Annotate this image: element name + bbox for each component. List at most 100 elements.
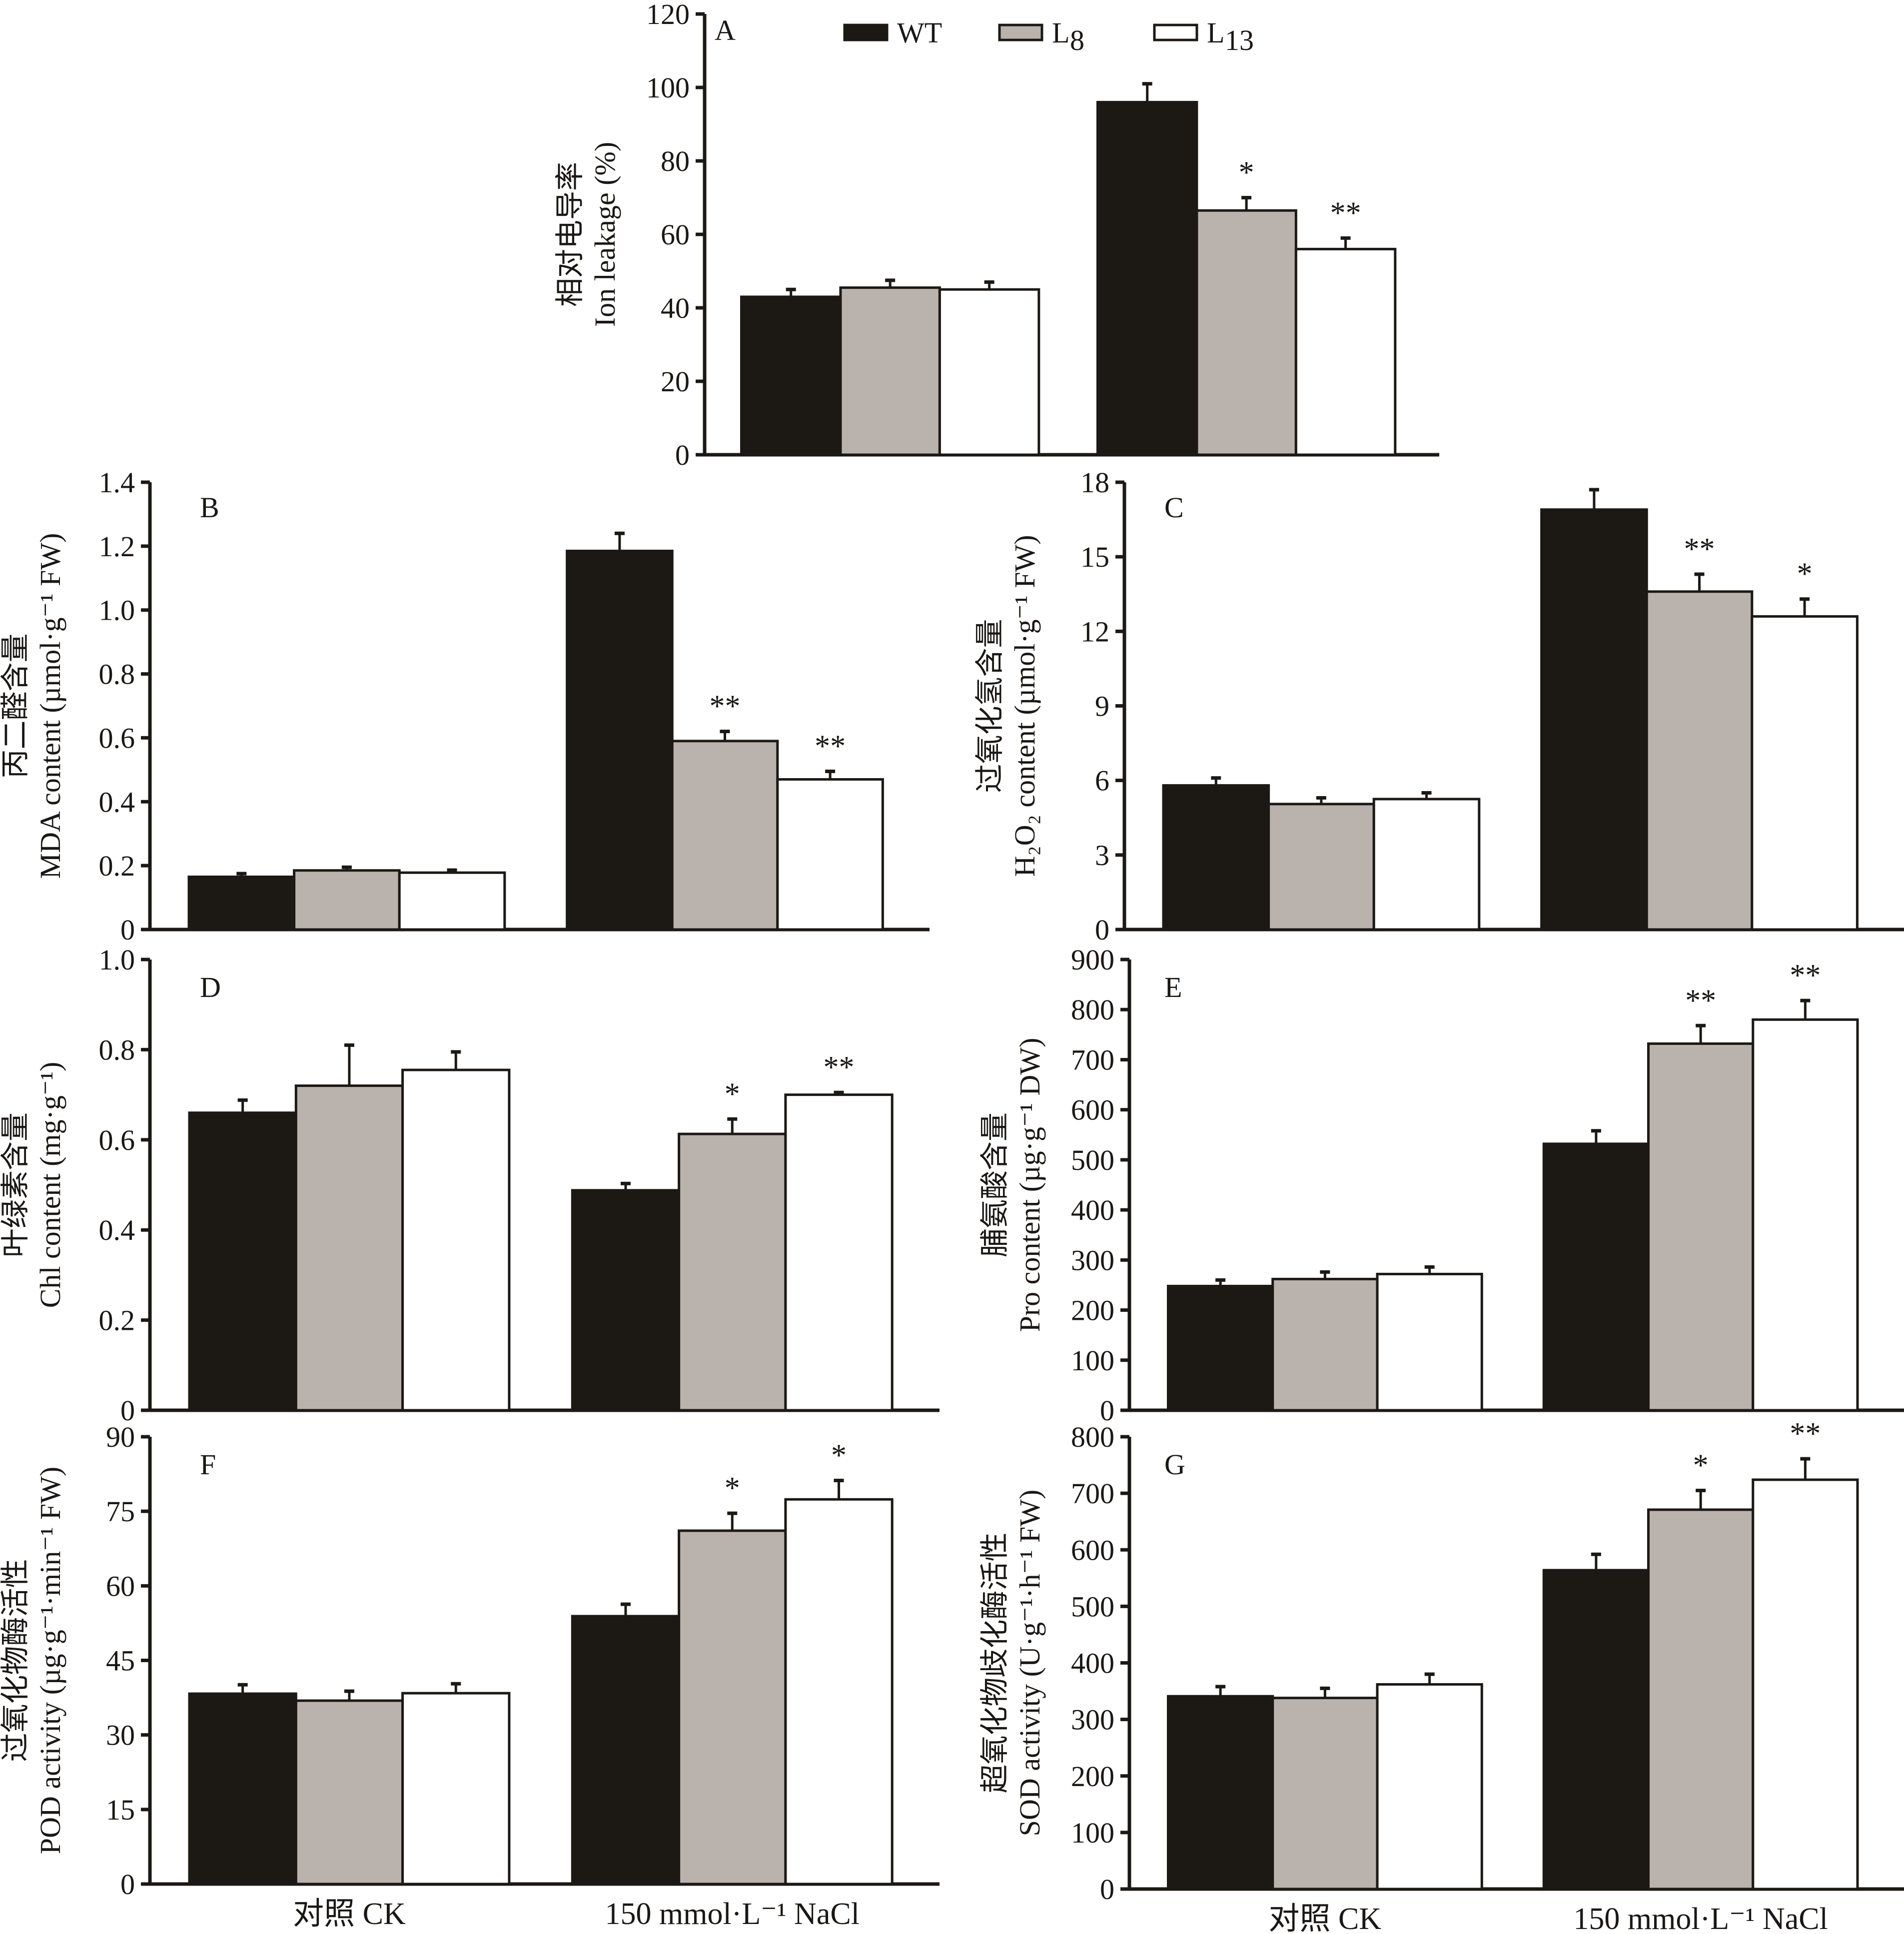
bar-wt bbox=[566, 549, 674, 931]
bar-wt bbox=[1542, 1142, 1650, 1412]
y-tick-label: 600 bbox=[1071, 1094, 1114, 1126]
y-tick-label: 900 bbox=[1071, 944, 1114, 976]
bar-wt bbox=[1167, 1695, 1274, 1891]
legend-swatch bbox=[998, 23, 1043, 41]
y-tick-label: 700 bbox=[1071, 1477, 1114, 1510]
significance-marker: ** bbox=[1790, 959, 1821, 992]
bar-l8 bbox=[839, 286, 941, 456]
bar-l8 bbox=[1271, 1697, 1379, 1891]
bar-l13 bbox=[784, 1093, 894, 1412]
y-tick-label: 0.8 bbox=[99, 658, 135, 691]
y-tick-label: 800 bbox=[1071, 993, 1114, 1026]
y-tick-label: 200 bbox=[1071, 1294, 1114, 1327]
bar-l8 bbox=[294, 1699, 404, 1886]
panel-letter: F bbox=[200, 1448, 216, 1481]
y-tick-label: 0.4 bbox=[99, 786, 135, 818]
legend-swatch bbox=[843, 23, 889, 41]
y-tick-label: 0 bbox=[675, 439, 690, 471]
bar-wt bbox=[187, 876, 296, 931]
y-tick-label: 600 bbox=[1071, 1534, 1114, 1566]
bar-l8 bbox=[671, 740, 779, 931]
legend: WT L 8 L 13 bbox=[843, 16, 1254, 56]
significance-marker: ** bbox=[1330, 196, 1361, 230]
bar-l8 bbox=[293, 869, 401, 931]
legend-label: L bbox=[1052, 16, 1069, 49]
y-tick-label: 12 bbox=[1080, 615, 1109, 648]
bar-l8 bbox=[1647, 1508, 1755, 1891]
x-category-label: 150 mmol·L⁻¹ NaCl bbox=[1573, 1902, 1828, 1934]
y-tick-label: 60 bbox=[661, 218, 690, 251]
y-tick-label: 300 bbox=[1071, 1244, 1114, 1276]
y-tick-label: 100 bbox=[646, 71, 690, 104]
y-tick-label: 6 bbox=[1095, 765, 1109, 797]
bar-l13 bbox=[1372, 798, 1481, 931]
bar-wt bbox=[1096, 100, 1198, 456]
y-axis-label-cn: 超氧化物歧化酶活性 bbox=[978, 1532, 1011, 1793]
significance-marker: ** bbox=[1790, 1417, 1821, 1451]
bar-l13 bbox=[401, 1068, 511, 1412]
x-category-label: 150 mmol·L⁻¹ NaCl bbox=[605, 1897, 860, 1931]
legend-label: L bbox=[1207, 16, 1224, 49]
significance-marker: * bbox=[725, 1471, 740, 1505]
panel-letter: D bbox=[200, 971, 221, 1003]
y-tick-label: 500 bbox=[1071, 1590, 1114, 1623]
legend-label: WT bbox=[897, 16, 942, 49]
y-tick-label: 0 bbox=[120, 1394, 135, 1427]
bar-l13 bbox=[1376, 1683, 1483, 1891]
panel-d: 0 0.2 0.4 0.6 0.8 1.0 D 叶绿素含量 Chl content (mg·g⁻… bbox=[0, 944, 940, 1427]
y-tick-label: 700 bbox=[1071, 1043, 1114, 1076]
bar-l13 bbox=[784, 1498, 894, 1886]
y-axis-label-en: Ion leakage (%) bbox=[589, 142, 621, 327]
x-category-label: 对照 CK bbox=[293, 1897, 406, 1931]
y-axis-label-en: H₂O₂ content (µmol·g⁻¹ FW) bbox=[1008, 535, 1041, 877]
y-tick-label: 60 bbox=[106, 1570, 135, 1602]
y-tick-label: 100 bbox=[1071, 1817, 1114, 1849]
y-tick-label: 0 bbox=[120, 914, 135, 946]
bar-l8 bbox=[1267, 803, 1375, 931]
y-tick-label: 0.6 bbox=[99, 1124, 135, 1156]
panel-letter: B bbox=[200, 491, 219, 524]
panel-e: 0 100 200 300 400 500 600 700 800 900 E 脯氨酸含量 Pro co… bbox=[978, 944, 1904, 1427]
bar-l8 bbox=[1271, 1277, 1379, 1412]
y-tick-label: 0.8 bbox=[99, 1033, 135, 1066]
y-axis-label-cn: 相对电导率 bbox=[554, 162, 586, 307]
y-axis-label-cn: 过氧化物酶活性 bbox=[0, 1559, 31, 1762]
bar-l8 bbox=[1645, 590, 1754, 931]
y-tick-label: 1.0 bbox=[99, 944, 135, 976]
bar-wt bbox=[188, 1111, 297, 1412]
significance-marker: ** bbox=[710, 690, 741, 724]
legend-item-wt: WT bbox=[843, 16, 942, 49]
y-tick-label: 120 bbox=[646, 0, 690, 30]
y-axis-label-en: Pro content (µg·g⁻¹ DW) bbox=[1013, 1038, 1046, 1332]
y-tick-label: 300 bbox=[1071, 1704, 1114, 1736]
panel-letter: E bbox=[1164, 971, 1182, 1003]
legend-subscript: 13 bbox=[1225, 24, 1254, 56]
y-axis-label-cn: 过氧化氢含量 bbox=[973, 619, 1006, 793]
y-tick-label: 3 bbox=[1095, 839, 1109, 872]
bar-wt bbox=[1540, 508, 1648, 931]
bar-l13 bbox=[776, 778, 884, 931]
y-axis-label-en: SOD activity (U·g⁻¹·h⁻¹ FW) bbox=[1013, 1490, 1046, 1837]
significance-marker: * bbox=[1797, 557, 1813, 591]
bar-l8 bbox=[1647, 1042, 1755, 1412]
bar-wt bbox=[1542, 1569, 1650, 1891]
y-tick-label: 800 bbox=[1071, 1421, 1114, 1453]
legend-swatch bbox=[1153, 23, 1198, 41]
bar-l13 bbox=[1752, 1018, 1859, 1412]
y-tick-label: 0.6 bbox=[99, 722, 135, 754]
y-tick-label: 0 bbox=[1100, 1873, 1114, 1906]
y-tick-label: 40 bbox=[661, 292, 690, 324]
y-axis-label-en: POD activity (µg·g⁻¹·min⁻¹ FW) bbox=[34, 1467, 66, 1854]
significance-marker: * bbox=[1693, 1448, 1709, 1482]
panel-f: 0 15 30 45 60 75 90 F 过氧化物酶活性 POD activity (µg·g⁻… bbox=[0, 1421, 940, 1931]
panel-letter: A bbox=[715, 14, 736, 46]
y-tick-label: 9 bbox=[1095, 690, 1109, 723]
y-axis-label-en: Chl content (mg·g⁻¹) bbox=[34, 1062, 66, 1308]
y-tick-label: 15 bbox=[106, 1794, 135, 1826]
significance-marker: * bbox=[831, 1439, 847, 1473]
panel-b: 0 0.2 0.4 0.6 0.8 1.0 1.2 1.4 B 丙二醛含量 MDA content … bbox=[0, 466, 930, 946]
